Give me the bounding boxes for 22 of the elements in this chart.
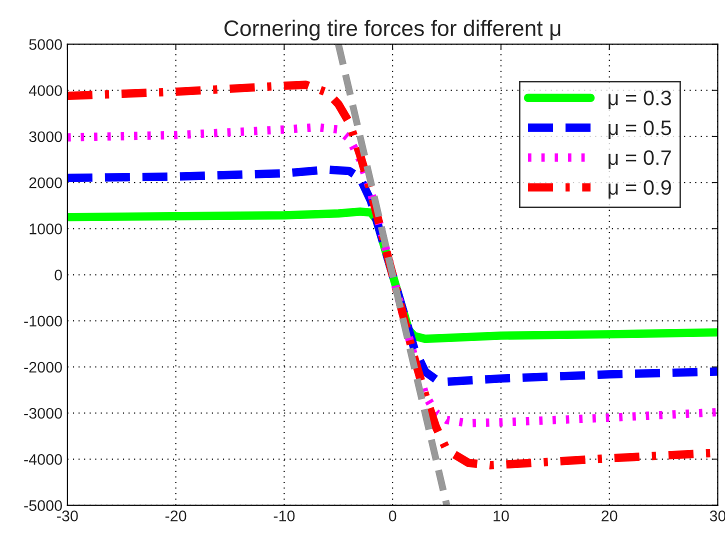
x-tick-label: -10 — [274, 510, 295, 522]
y-tick-label: -3000 — [24, 408, 62, 419]
x-tick-label: -20 — [165, 510, 186, 522]
legend-label: μ = 0.9 — [608, 180, 671, 199]
x-tick-label: 20 — [602, 510, 618, 522]
chart-title: Cornering tire forces for different μ — [224, 20, 560, 41]
x-tick-label: -30 — [57, 510, 78, 522]
x-tick-label: 0 — [388, 510, 396, 522]
y-tick-label: 5000 — [29, 39, 62, 50]
y-tick-label: 2000 — [29, 177, 62, 188]
y-tick-label: 1000 — [30, 224, 62, 234]
legend-label: μ = 0.5 — [608, 120, 672, 140]
y-tick-label: -2000 — [24, 362, 62, 373]
y-tick-label: 3000 — [29, 131, 62, 142]
y-tick-label: -4000 — [24, 454, 62, 465]
x-tick-label: 10 — [494, 510, 509, 522]
y-tick-label: 4000 — [28, 85, 62, 96]
legend-label: μ = 0.7 — [608, 150, 671, 169]
y-tick-label: -1000 — [24, 316, 62, 327]
y-tick-label: 0 — [54, 270, 62, 280]
legend-label: μ = 0.3 — [608, 90, 671, 110]
y-tick-label: -5000 — [24, 500, 62, 511]
